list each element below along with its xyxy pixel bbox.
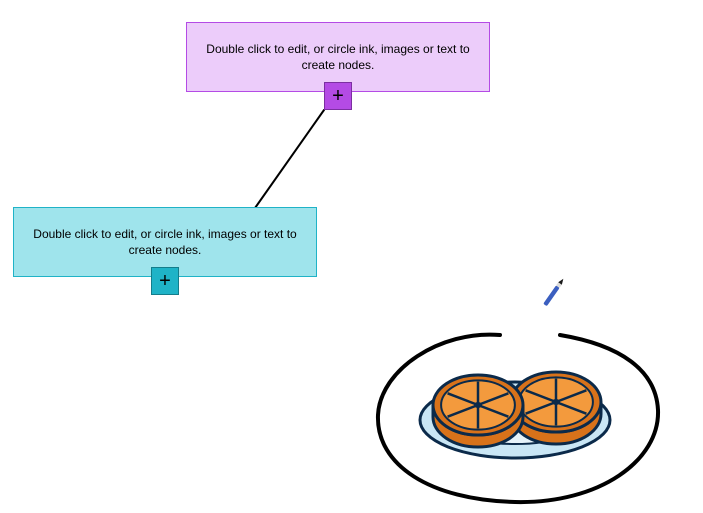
edge-line (255, 110, 324, 208)
node-cyan-add-button[interactable]: + (151, 267, 179, 295)
plus-icon: + (159, 270, 171, 293)
pen-icon (543, 278, 565, 307)
node-cyan-text: Double click to edit, or circle ink, ima… (26, 226, 304, 258)
node-purple-add-button[interactable]: + (324, 82, 352, 110)
ink-circle-stroke (378, 335, 658, 502)
node-purple-text: Double click to edit, or circle ink, ima… (199, 41, 477, 73)
clipart-oranges-plate (420, 372, 610, 458)
plus-icon: + (332, 85, 344, 108)
mindmap-canvas[interactable]: Double click to edit, or circle ink, ima… (0, 0, 703, 513)
